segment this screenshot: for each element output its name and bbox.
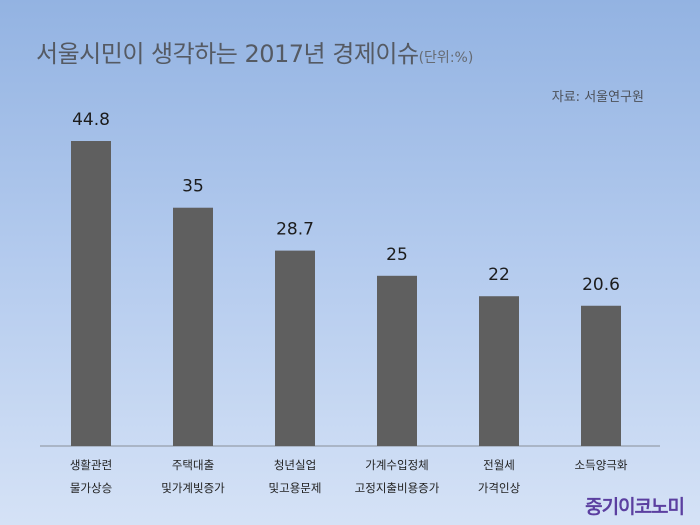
value-label-1: 44.8 [72,110,110,130]
bar-3 [275,250,315,446]
bar-5 [479,296,519,446]
category-label-5-line-1: 전월세 [483,458,515,472]
bars-group [71,141,621,446]
bar-4 [377,275,417,446]
brand-logo: 중기이코노미 [585,496,685,518]
category-label-2-line-2: 및가계빚증가 [161,481,225,495]
source-label: 자료: 서울연구원 [551,90,644,105]
category-label-1-line-1: 생활관련 [70,458,112,472]
value-label-6: 20.6 [582,275,620,295]
category-label-2-line-1: 주택대출 [172,458,214,472]
category-label-1-line-2: 물가상승 [70,481,112,495]
value-label-3: 28.7 [276,220,314,240]
value-label-2: 35 [182,177,204,197]
bar-6 [581,305,621,446]
category-label-4-line-1: 가계수입정체 [365,458,428,472]
value-label-5: 22 [488,265,510,285]
value-label-4: 25 [386,245,408,265]
category-label-3-line-2: 및고용문제 [269,481,322,495]
bar-2 [173,207,213,446]
category-label-4-line-2: 고정지출비용증가 [355,481,440,495]
unit-label: (단위:%) [418,50,474,66]
chart-title-text: 서울시민이 생각하는 2017년 경제이슈 [36,40,419,68]
category-label-6-line-1: 소득양극화 [575,458,628,472]
category-label-3-line-1: 청년실업 [274,458,316,472]
bar-1 [71,141,111,446]
category-label-5-line-2: 가격인상 [478,481,521,495]
chart-title: 서울시민이 생각하는 2017년 경제이슈(단위:%) [36,34,473,69]
